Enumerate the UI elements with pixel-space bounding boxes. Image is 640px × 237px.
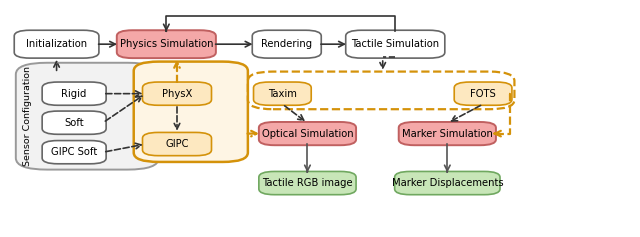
Text: Sensor Configuration: Sensor Configuration — [22, 66, 31, 166]
Text: Rendering: Rendering — [261, 39, 312, 49]
FancyBboxPatch shape — [252, 30, 321, 58]
FancyBboxPatch shape — [42, 141, 106, 164]
Text: Marker Displacements: Marker Displacements — [392, 178, 503, 188]
Text: GIPC Soft: GIPC Soft — [51, 147, 97, 157]
FancyBboxPatch shape — [253, 82, 311, 105]
Text: Marker Simulation: Marker Simulation — [402, 129, 493, 139]
Text: GIPC: GIPC — [165, 139, 189, 149]
FancyBboxPatch shape — [395, 171, 500, 195]
FancyBboxPatch shape — [259, 171, 356, 195]
FancyBboxPatch shape — [16, 63, 159, 170]
FancyBboxPatch shape — [14, 30, 99, 58]
Text: Physics Simulation: Physics Simulation — [120, 39, 213, 49]
Text: FOTS: FOTS — [470, 89, 496, 99]
FancyBboxPatch shape — [143, 82, 211, 105]
Text: Initialization: Initialization — [26, 39, 87, 49]
FancyBboxPatch shape — [143, 132, 211, 156]
FancyBboxPatch shape — [399, 122, 496, 145]
FancyBboxPatch shape — [116, 30, 216, 58]
FancyBboxPatch shape — [134, 62, 248, 162]
Text: Optical Simulation: Optical Simulation — [262, 129, 353, 139]
Text: Tactile Simulation: Tactile Simulation — [351, 39, 439, 49]
FancyBboxPatch shape — [346, 30, 445, 58]
Text: Rigid: Rigid — [61, 89, 87, 99]
Text: Taxim: Taxim — [268, 89, 297, 99]
Text: Soft: Soft — [65, 118, 84, 128]
FancyBboxPatch shape — [454, 82, 512, 105]
Text: PhysX: PhysX — [162, 89, 192, 99]
FancyBboxPatch shape — [259, 122, 356, 145]
FancyBboxPatch shape — [42, 111, 106, 134]
FancyBboxPatch shape — [42, 82, 106, 105]
Text: Tactile RGB image: Tactile RGB image — [262, 178, 353, 188]
